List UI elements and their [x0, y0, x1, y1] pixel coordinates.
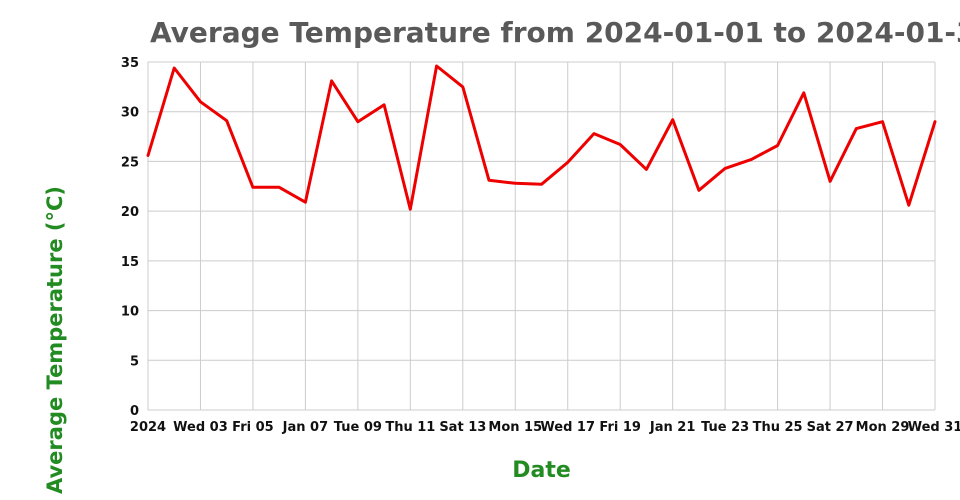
x-tick-label: Jan 07	[282, 420, 328, 435]
x-axis-label: Date	[512, 458, 571, 483]
x-tick-label: Tue 09	[334, 420, 382, 435]
y-tick-label: 0	[130, 404, 139, 419]
x-tick-label: Mon 15	[488, 420, 542, 435]
y-tick-label: 30	[121, 106, 139, 121]
x-tick-label: Wed 31	[908, 420, 960, 435]
x-tick-label: Tue 23	[701, 420, 749, 435]
chart-title: Average Temperature from 2024-01-01 to 2…	[150, 16, 960, 49]
x-tick-label: Wed 03	[173, 420, 228, 435]
x-tick-label: Sat 27	[807, 420, 854, 435]
y-tick-label: 25	[121, 155, 139, 170]
x-tick-label: Fri 05	[232, 420, 274, 435]
x-tick-label: Mon 29	[856, 420, 910, 435]
y-tick-label: 10	[121, 305, 139, 320]
x-tick-label: Sat 13	[439, 420, 486, 435]
y-tick-label: 15	[121, 255, 139, 270]
x-tick-label: Jan 21	[649, 420, 695, 435]
y-tick-label: 5	[130, 354, 139, 369]
x-tick-label: Wed 17	[540, 420, 595, 435]
y-tick-label: 35	[121, 56, 139, 71]
y-axis-label: Average Temperature (°C)	[43, 185, 67, 495]
x-tick-label: 2024	[130, 420, 166, 435]
y-tick-label: 20	[121, 205, 139, 220]
x-tick-label: Thu 11	[385, 420, 435, 435]
temperature-line	[146, 64, 937, 211]
x-tick-label: Thu 25	[753, 420, 803, 435]
x-tick-label: Fri 19	[599, 420, 641, 435]
